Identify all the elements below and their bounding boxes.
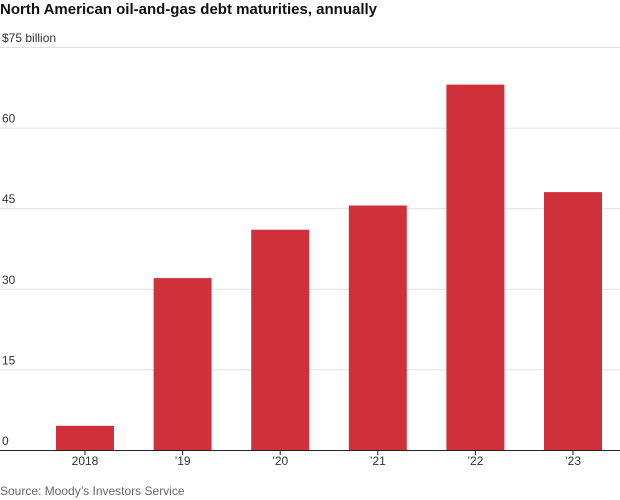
x-tick-label: ’21 (370, 454, 386, 468)
source-note: Source: Moody’s Investors Service (0, 484, 185, 498)
x-tick-label: ’23 (565, 454, 581, 468)
x-tick-labels: 2018 ’19 ’20 ’21 ’22 ’23 (72, 454, 582, 468)
gridlines (0, 47, 620, 371)
x-tick-label: ’22 (467, 454, 483, 468)
bars (56, 84, 602, 450)
bar (153, 278, 212, 450)
x-tick-label: 2018 (72, 454, 99, 468)
bar (544, 192, 602, 450)
bar (251, 229, 310, 450)
bar (446, 84, 505, 450)
x-tick-label: ’20 (272, 454, 288, 468)
y-tick-label: 15 (2, 353, 16, 367)
y-tick-label: 60 (2, 112, 16, 126)
bar-chart: 0 15 30 45 60 $75 billion 2018 ’19 ’20 ’21 ’22 ’23 (0, 31, 620, 468)
bar (348, 205, 407, 450)
y-tick-label: 0 (2, 434, 9, 448)
x-tick-marks (84, 450, 574, 455)
chart-title: North American oil-and-gas debt maturiti… (0, 1, 378, 18)
y-tick-label: 45 (2, 192, 16, 206)
bar (56, 425, 114, 450)
y-tick-labels: 0 15 30 45 60 $75 billion (2, 31, 56, 448)
y-tick-label: $75 billion (2, 31, 56, 45)
y-tick-label: 30 (2, 273, 16, 287)
x-tick-label: ’19 (175, 454, 191, 468)
